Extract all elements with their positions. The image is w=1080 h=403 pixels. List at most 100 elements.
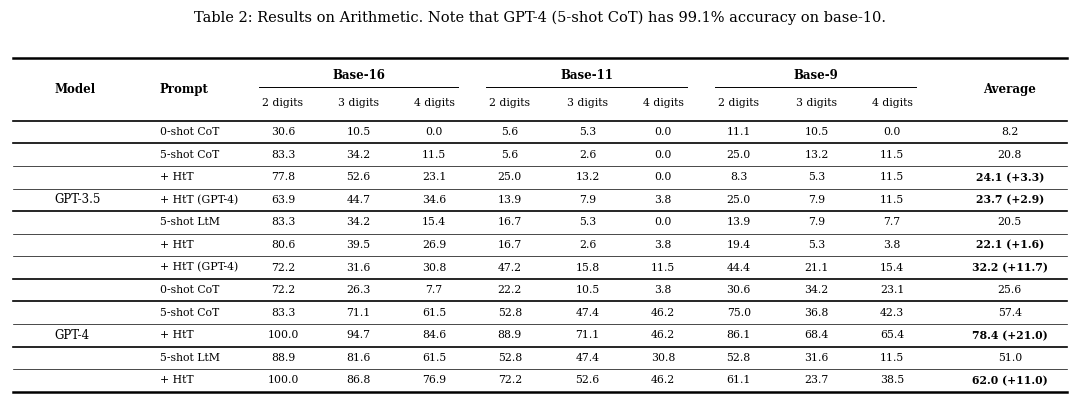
Text: Model: Model (54, 83, 95, 96)
Text: 76.9: 76.9 (422, 376, 446, 385)
Text: 94.7: 94.7 (347, 330, 370, 340)
Text: 86.8: 86.8 (347, 376, 370, 385)
Text: 57.4: 57.4 (998, 308, 1022, 318)
Text: 22.1 (+1.6): 22.1 (+1.6) (975, 239, 1044, 251)
Text: 83.3: 83.3 (271, 150, 295, 160)
Text: 44.7: 44.7 (347, 195, 370, 205)
Text: 0.0: 0.0 (654, 150, 672, 160)
Text: + HtT: + HtT (160, 330, 193, 340)
Text: 2.6: 2.6 (579, 240, 596, 250)
Text: 72.2: 72.2 (271, 263, 295, 272)
Text: 5-shot CoT: 5-shot CoT (160, 308, 219, 318)
Text: 4 digits: 4 digits (414, 98, 455, 108)
Text: 11.5: 11.5 (651, 263, 675, 272)
Text: 3 digits: 3 digits (567, 98, 608, 108)
Text: 3.8: 3.8 (654, 240, 672, 250)
Text: 61.1: 61.1 (727, 376, 751, 385)
Text: 11.5: 11.5 (880, 172, 904, 182)
Text: 4 digits: 4 digits (872, 98, 913, 108)
Text: 44.4: 44.4 (727, 263, 751, 272)
Text: 61.5: 61.5 (422, 308, 446, 318)
Text: 0.0: 0.0 (426, 127, 443, 137)
Text: 38.5: 38.5 (880, 376, 904, 385)
Text: 23.7 (+2.9): 23.7 (+2.9) (975, 194, 1044, 206)
Text: 7.9: 7.9 (808, 195, 825, 205)
Text: 25.0: 25.0 (498, 172, 522, 182)
Text: 83.3: 83.3 (271, 308, 295, 318)
Text: 34.2: 34.2 (347, 218, 370, 227)
Text: 10.5: 10.5 (805, 127, 828, 137)
Text: 23.1: 23.1 (422, 172, 446, 182)
Text: 52.8: 52.8 (498, 308, 522, 318)
Text: 5-shot LtM: 5-shot LtM (160, 353, 220, 363)
Text: 47.4: 47.4 (576, 353, 599, 363)
Text: 23.1: 23.1 (880, 285, 904, 295)
Text: 11.5: 11.5 (880, 150, 904, 160)
Text: 5.3: 5.3 (808, 172, 825, 182)
Text: 52.6: 52.6 (576, 376, 599, 385)
Text: 0-shot CoT: 0-shot CoT (160, 127, 219, 137)
Text: 25.0: 25.0 (727, 195, 751, 205)
Text: 15.4: 15.4 (880, 263, 904, 272)
Text: 2 digits: 2 digits (718, 98, 759, 108)
Text: 5.3: 5.3 (579, 218, 596, 227)
Text: 7.9: 7.9 (579, 195, 596, 205)
Text: 30.8: 30.8 (651, 353, 675, 363)
Text: 78.4 (+21.0): 78.4 (+21.0) (972, 330, 1048, 341)
Text: Base-16: Base-16 (333, 69, 384, 83)
Text: 52.6: 52.6 (347, 172, 370, 182)
Text: + HtT (GPT-4): + HtT (GPT-4) (160, 262, 238, 273)
Text: 88.9: 88.9 (498, 330, 522, 340)
Text: 51.0: 51.0 (998, 353, 1022, 363)
Text: Table 2: Results on Arithmetic. Note that GPT-4 (5-shot CoT) has 99.1% accuracy : Table 2: Results on Arithmetic. Note tha… (194, 11, 886, 25)
Text: 34.2: 34.2 (805, 285, 828, 295)
Text: GPT-4: GPT-4 (54, 329, 90, 342)
Text: 46.2: 46.2 (651, 330, 675, 340)
Text: 0.0: 0.0 (654, 218, 672, 227)
Text: 30.6: 30.6 (271, 127, 295, 137)
Text: 100.0: 100.0 (267, 376, 299, 385)
Text: 3.8: 3.8 (654, 285, 672, 295)
Text: 25.0: 25.0 (727, 150, 751, 160)
Text: 20.8: 20.8 (998, 150, 1022, 160)
Text: 84.6: 84.6 (422, 330, 446, 340)
Text: 47.4: 47.4 (576, 308, 599, 318)
Text: + HtT (GPT-4): + HtT (GPT-4) (160, 195, 238, 205)
Text: 15.8: 15.8 (576, 263, 599, 272)
Text: 24.1 (+3.3): 24.1 (+3.3) (975, 172, 1044, 183)
Text: 8.3: 8.3 (730, 172, 747, 182)
Text: 71.1: 71.1 (576, 330, 599, 340)
Text: 19.4: 19.4 (727, 240, 751, 250)
Text: GPT-3.5: GPT-3.5 (54, 193, 100, 206)
Text: 46.2: 46.2 (651, 308, 675, 318)
Text: Base-11: Base-11 (561, 69, 612, 83)
Text: 13.2: 13.2 (805, 150, 828, 160)
Text: 26.3: 26.3 (347, 285, 370, 295)
Text: 7.7: 7.7 (883, 218, 901, 227)
Text: 16.7: 16.7 (498, 240, 522, 250)
Text: 80.6: 80.6 (271, 240, 295, 250)
Text: 3.8: 3.8 (654, 195, 672, 205)
Text: 13.9: 13.9 (498, 195, 522, 205)
Text: + HtT: + HtT (160, 376, 193, 385)
Text: 31.6: 31.6 (347, 263, 370, 272)
Text: 0.0: 0.0 (654, 127, 672, 137)
Text: 15.4: 15.4 (422, 218, 446, 227)
Text: 62.0 (+11.0): 62.0 (+11.0) (972, 375, 1048, 386)
Text: 23.7: 23.7 (805, 376, 828, 385)
Text: 86.1: 86.1 (727, 330, 751, 340)
Text: 5-shot LtM: 5-shot LtM (160, 218, 220, 227)
Text: 31.6: 31.6 (805, 353, 828, 363)
Text: 68.4: 68.4 (805, 330, 828, 340)
Text: 10.5: 10.5 (347, 127, 370, 137)
Text: 71.1: 71.1 (347, 308, 370, 318)
Text: 81.6: 81.6 (347, 353, 370, 363)
Text: 77.8: 77.8 (271, 172, 295, 182)
Text: 30.6: 30.6 (727, 285, 751, 295)
Text: 3 digits: 3 digits (796, 98, 837, 108)
Text: 63.9: 63.9 (271, 195, 295, 205)
Text: 36.8: 36.8 (805, 308, 828, 318)
Text: 83.3: 83.3 (271, 218, 295, 227)
Text: 21.1: 21.1 (805, 263, 828, 272)
Text: 0.0: 0.0 (883, 127, 901, 137)
